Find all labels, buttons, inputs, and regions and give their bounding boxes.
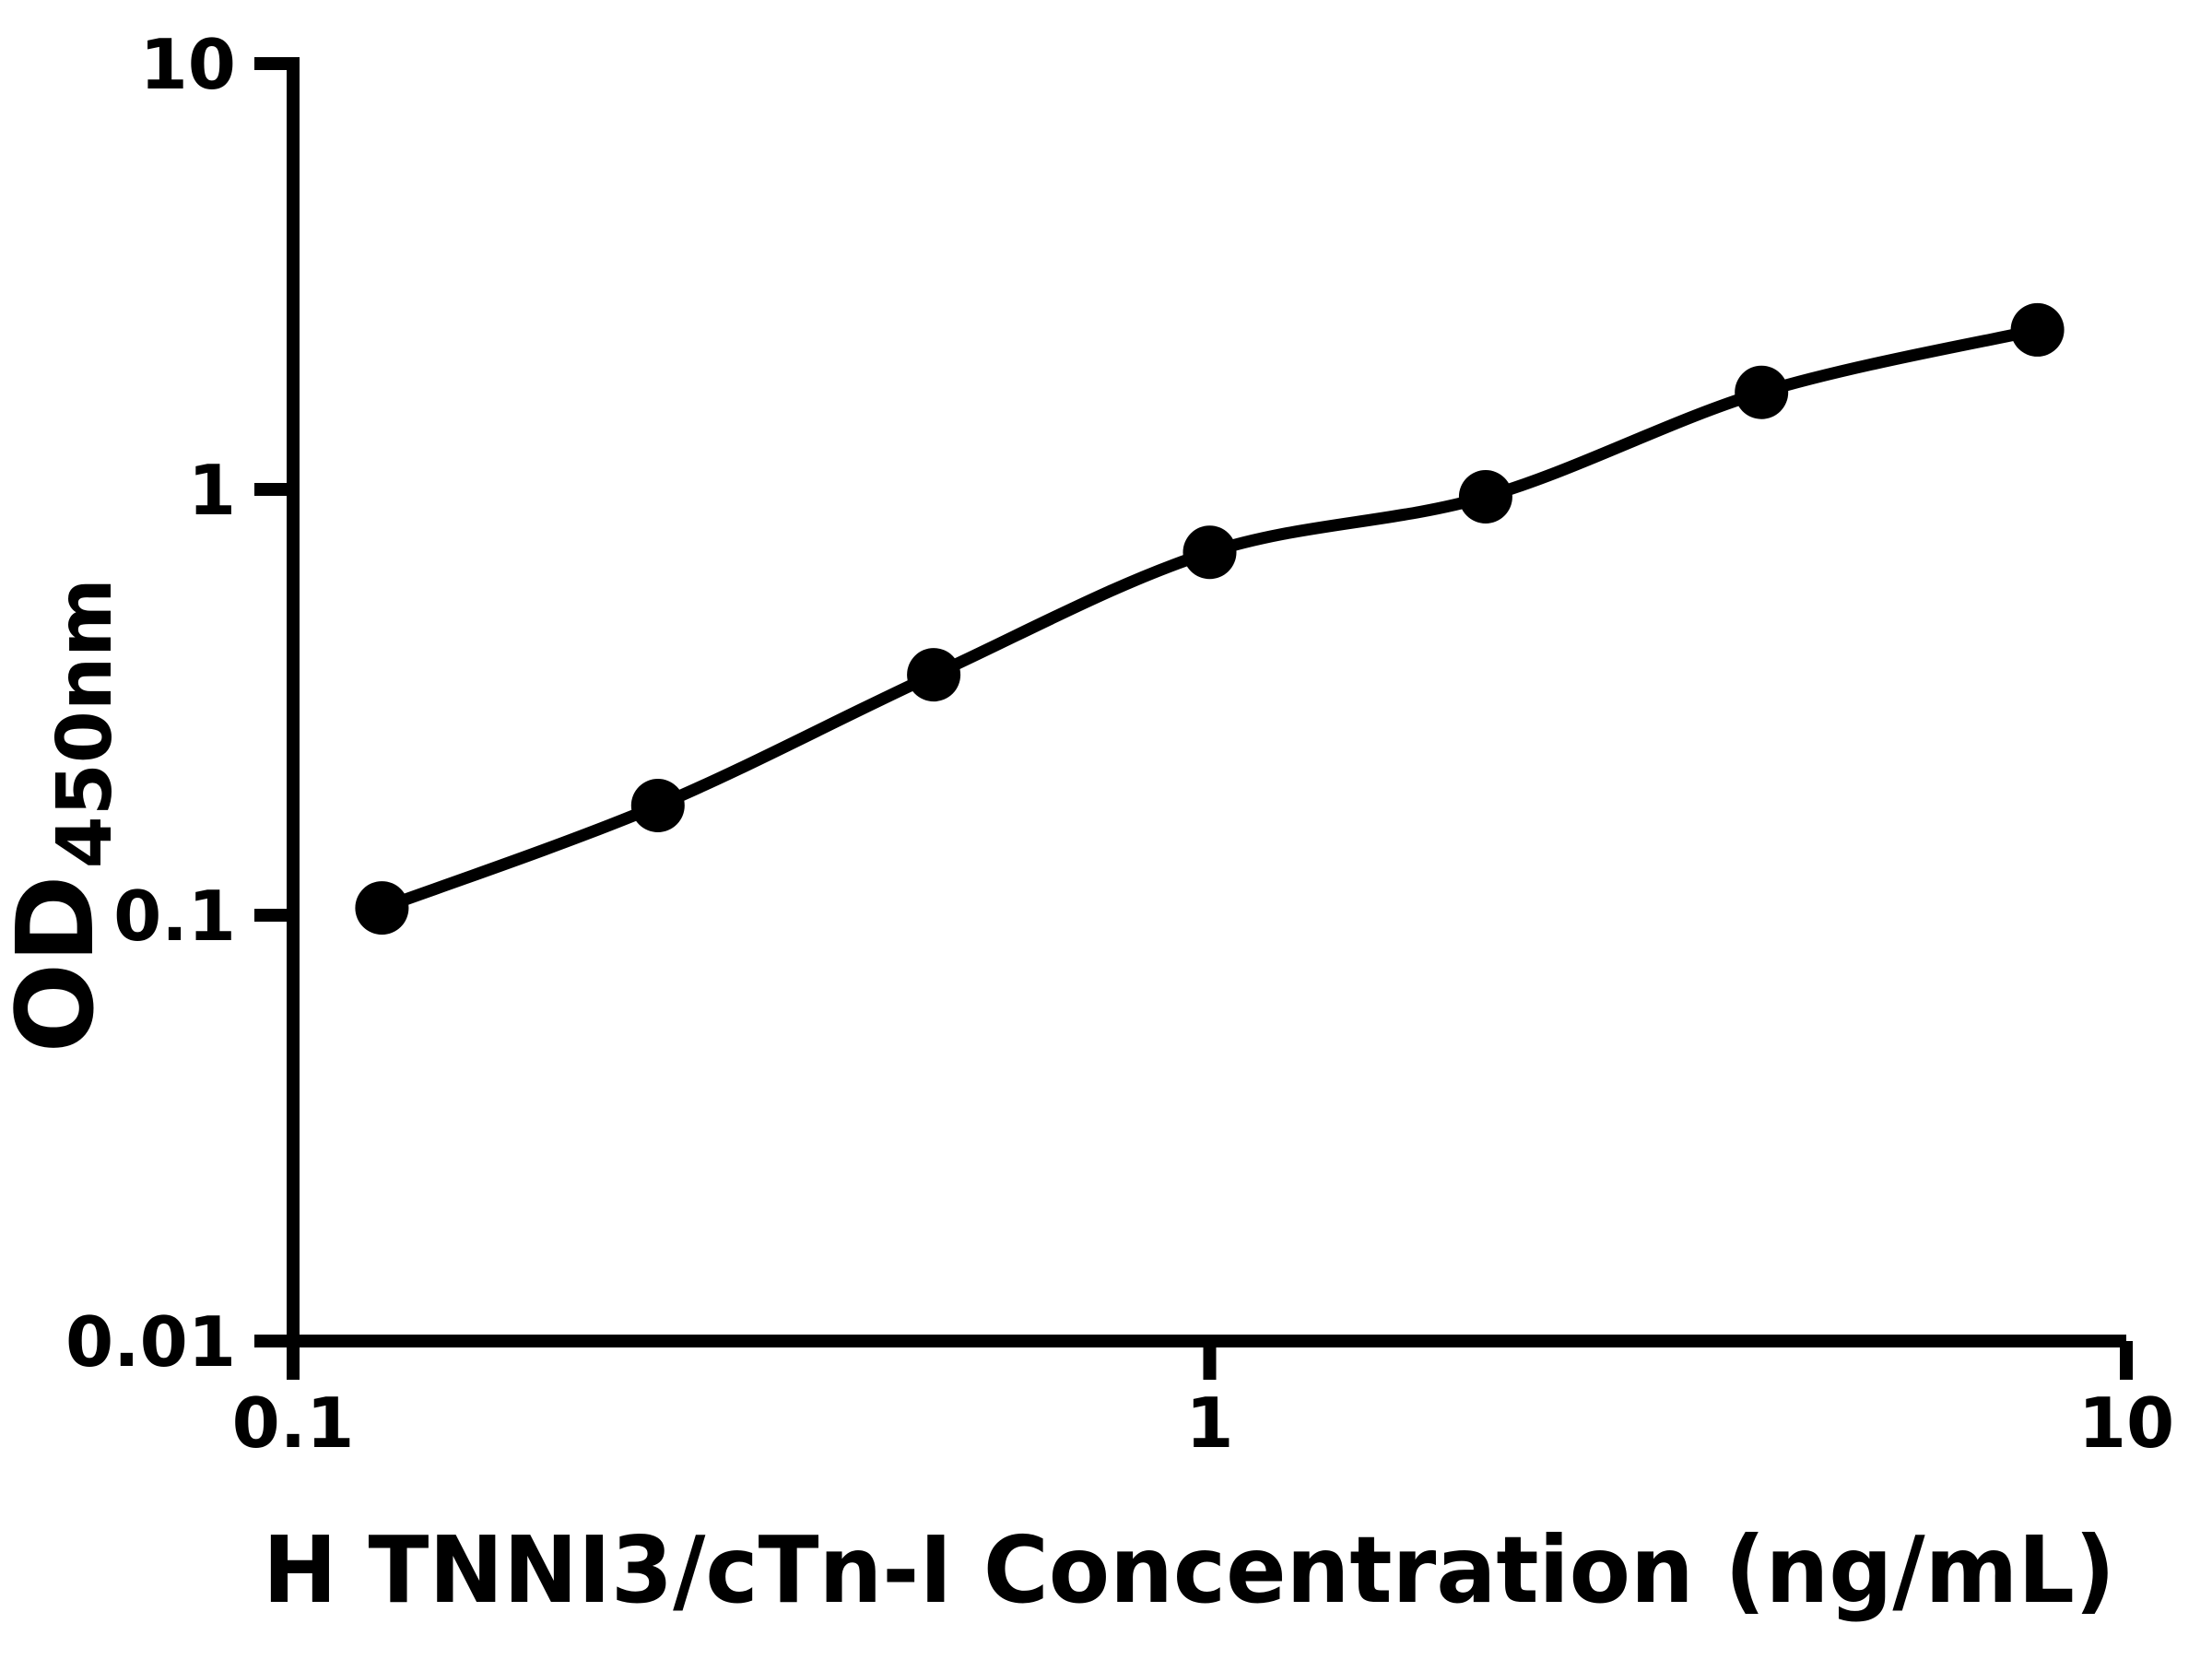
y-axis-title-main: OD (0, 875, 118, 1053)
data-point (355, 881, 409, 935)
y-tick-label: 1 (188, 450, 236, 531)
y-axis-title: OD 450nm (0, 578, 129, 1053)
x-axis-title: H TNNI3/cTn-I Concentration (ng/mL) (263, 1516, 2115, 1624)
axis-lines (287, 57, 2126, 1347)
y-tick-label: 0.01 (65, 1301, 236, 1382)
data-point (2010, 302, 2065, 357)
x-tick-label: 0.1 (232, 1382, 355, 1464)
y-axis-title-subscript: 450nm (41, 578, 129, 868)
data-points (355, 302, 2065, 935)
x-tick-label: 10 (2078, 1382, 2174, 1464)
y-tick-labels: 0.01 0.1 1 10 (65, 24, 236, 1382)
y-axis-ticks (254, 57, 293, 1347)
data-point (1458, 470, 1512, 524)
data-point (907, 648, 961, 702)
trend-curve (375, 324, 2044, 914)
data-point (630, 779, 685, 832)
x-tick-labels: 0.1 1 10 (232, 1382, 2175, 1464)
data-point (1182, 525, 1237, 580)
y-tick-label: 10 (140, 24, 236, 105)
x-tick-label: 1 (1185, 1382, 1233, 1464)
data-point (1735, 365, 1789, 419)
y-tick-label: 0.1 (113, 876, 236, 957)
